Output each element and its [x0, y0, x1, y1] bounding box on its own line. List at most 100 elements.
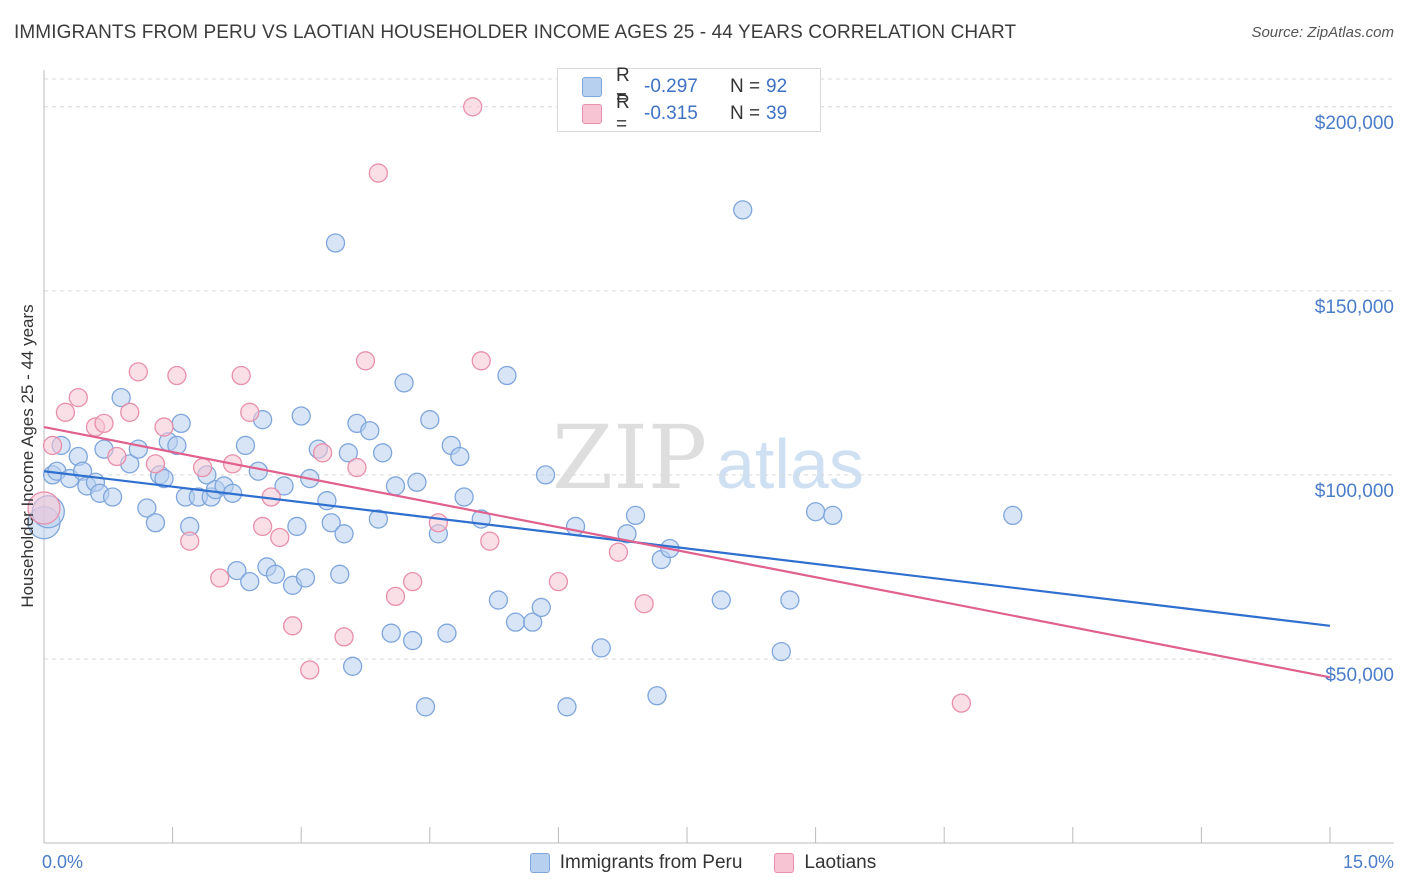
laos-point — [154, 417, 174, 437]
laos-legend-swatch — [774, 853, 795, 873]
legend-item-peru[interactable]: Immigrants from Peru — [529, 852, 743, 874]
peru-point — [295, 568, 316, 588]
x-tick-max: 15.0% — [1342, 852, 1394, 872]
laos-point — [270, 527, 290, 548]
peru-point — [625, 505, 646, 526]
peru-point — [265, 564, 286, 584]
peru-point — [102, 487, 123, 507]
peru-point — [325, 233, 346, 253]
peru-point — [111, 387, 131, 408]
laos-point — [347, 457, 367, 478]
peru-point — [227, 560, 247, 581]
laos-point — [252, 516, 273, 537]
peru-point — [291, 406, 311, 426]
laos-point — [334, 627, 354, 647]
legend-label-peru: Immigrants from Peru — [559, 852, 743, 873]
peru-point — [450, 446, 470, 467]
peru-point — [338, 443, 359, 463]
peru-point — [145, 513, 166, 533]
peru-point — [334, 524, 354, 544]
laos-point — [282, 616, 303, 636]
peru-point — [372, 443, 393, 463]
laos-point — [120, 402, 140, 422]
peru-points — [27, 200, 1023, 717]
laos-point — [240, 402, 260, 422]
laos-point — [355, 351, 376, 371]
peru-point — [617, 524, 637, 544]
watermark-zip: ZIP — [552, 406, 707, 509]
laos-point — [231, 365, 251, 386]
peru-point — [167, 435, 187, 456]
y-tick-label: $100,000 — [1314, 480, 1394, 502]
laos-point — [42, 435, 63, 456]
peru-point — [647, 686, 667, 706]
peru-point — [771, 641, 791, 662]
laos-point — [94, 413, 114, 434]
y-tick-label: $150,000 — [1314, 296, 1394, 318]
peru-point — [805, 502, 826, 522]
laos-point — [68, 387, 88, 408]
peru-point — [403, 630, 423, 651]
peru-point — [1003, 505, 1023, 526]
y-axis-label: Householder Income Ages 25 - 44 years — [18, 304, 37, 608]
peru-trend-line — [43, 470, 1331, 627]
stats-row-peru: R = -0.297 N = 92 — [558, 65, 788, 108]
laos-points — [27, 97, 971, 713]
peru-point — [488, 590, 509, 610]
peru-point — [420, 410, 440, 430]
n-label: N = — [730, 76, 761, 97]
laos-point — [471, 351, 491, 371]
laos-point — [463, 97, 483, 117]
peru-point — [407, 472, 427, 492]
peru-point — [591, 638, 611, 658]
laos-point — [385, 586, 406, 607]
peru-point — [523, 612, 543, 632]
laos-point — [608, 542, 629, 562]
peru-point — [368, 509, 389, 529]
laos-point — [145, 454, 166, 474]
legend-item-laos[interactable]: Laotians — [774, 852, 876, 874]
laos-point — [192, 457, 213, 478]
laos-point — [27, 491, 61, 525]
trend-lines — [43, 425, 1331, 679]
laos-point — [951, 693, 971, 713]
n-label: N = — [730, 103, 761, 124]
stats-row-laos: R = -0.315 N = 39 — [558, 92, 788, 135]
laos-point — [403, 572, 423, 592]
laos-swatch — [582, 104, 602, 124]
peru-point — [823, 505, 843, 526]
peru-point — [385, 476, 406, 496]
laos-point — [368, 163, 389, 183]
y-tick-label: $200,000 — [1314, 112, 1394, 134]
legend-label-laos: Laotians — [804, 852, 877, 873]
laos-point — [210, 568, 230, 588]
peru-point — [321, 513, 341, 533]
peru-point — [394, 373, 414, 393]
laos-point — [480, 531, 500, 551]
peru-point — [415, 697, 436, 717]
laos-point — [548, 572, 569, 592]
laos-point — [180, 531, 200, 551]
peru-point — [171, 413, 191, 434]
n-value: 39 — [766, 103, 788, 124]
watermark: ZIP atlas — [552, 406, 864, 509]
source-credit: Source: ZipAtlas.com — [1251, 24, 1394, 41]
peru-point — [360, 421, 380, 441]
peru-swatch — [582, 77, 602, 97]
chart-title: IMMIGRANTS FROM PERU VS LAOTIAN HOUSEHOL… — [14, 22, 1017, 43]
peru-point — [342, 656, 363, 676]
peru-point — [381, 623, 401, 643]
r-label: R = — [616, 92, 630, 135]
peru-point — [137, 498, 157, 518]
peru-point — [330, 564, 350, 584]
peru-point — [274, 476, 294, 496]
laos-point — [55, 402, 76, 422]
laos-point — [312, 443, 333, 463]
n-value: 92 — [766, 76, 788, 97]
axes — [43, 70, 1394, 844]
r-value: -0.315 — [644, 103, 698, 124]
laos-point — [428, 513, 449, 533]
laos-point — [167, 365, 187, 386]
peru-point — [240, 572, 260, 592]
peru-point — [128, 439, 148, 459]
